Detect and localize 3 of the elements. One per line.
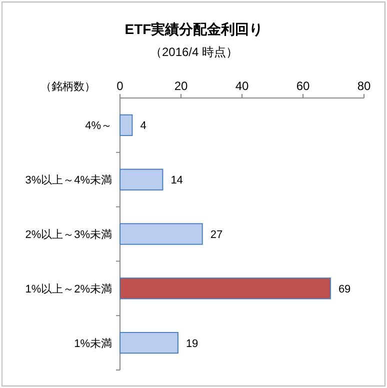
subtitle: （2016/4 時点）: [150, 45, 238, 59]
title: ETF実績分配金利回り: [124, 21, 264, 37]
x-axis-title: （銘柄数）: [40, 81, 96, 93]
